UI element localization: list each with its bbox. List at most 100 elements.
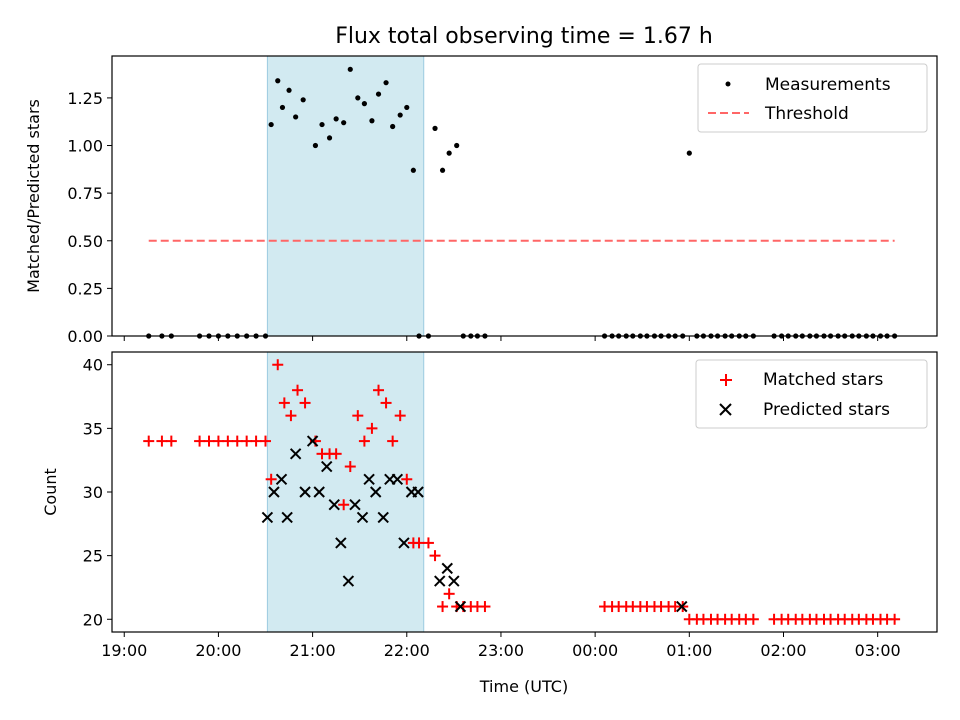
bottom-y-tick-label: 25 bbox=[83, 547, 103, 566]
bottom-y-tick-label: 35 bbox=[83, 419, 103, 438]
matched-star-point bbox=[278, 397, 290, 409]
matched-star-point bbox=[338, 499, 350, 511]
predicted-star-point bbox=[349, 499, 361, 511]
matched-star-point bbox=[373, 384, 385, 396]
predicted-star-point bbox=[356, 511, 369, 524]
predicted-star-point bbox=[363, 473, 375, 485]
predicted-star-point bbox=[391, 473, 404, 485]
predicted-star-point bbox=[441, 562, 453, 575]
matched-star-point bbox=[292, 384, 304, 396]
predicted-star-point bbox=[313, 486, 325, 498]
measurement-point bbox=[275, 78, 281, 84]
top-y-tick-label: 0.75 bbox=[67, 184, 103, 203]
x-tick-label: 19:00 bbox=[101, 641, 147, 660]
measurement-point bbox=[355, 95, 361, 101]
matched-star-point bbox=[222, 435, 234, 447]
predicted-star-point bbox=[321, 460, 333, 473]
x-axis-label: Time (UTC) bbox=[479, 677, 568, 696]
predicted-star-point bbox=[342, 575, 355, 587]
matched-star-point bbox=[352, 410, 364, 422]
matched-star-point bbox=[241, 435, 253, 447]
matched-star-point bbox=[143, 435, 155, 447]
bottom-legend: Matched stars Predicted stars bbox=[695, 359, 928, 429]
measurement-point bbox=[347, 66, 353, 72]
bottom-y-tick-label: 40 bbox=[83, 356, 103, 375]
measurement-point bbox=[686, 150, 692, 156]
matched-star-point bbox=[380, 397, 392, 409]
matched-star-point bbox=[250, 435, 262, 447]
x-tick-label: 20:00 bbox=[195, 641, 241, 660]
matched-star-point bbox=[272, 359, 284, 371]
predicted-star-point bbox=[676, 600, 688, 613]
bottom-ticks: 19:00 20:00 21:00 22:00 23:00 00:00 01:00 02:00… bbox=[83, 356, 901, 660]
x-tick-label: 02:00 bbox=[760, 641, 806, 660]
legend-threshold-label: Threshold bbox=[764, 104, 849, 124]
predicted-star-point bbox=[369, 486, 382, 498]
predicted-star-point bbox=[281, 511, 293, 524]
matched-star-point bbox=[429, 550, 441, 562]
matched-star-point bbox=[203, 435, 215, 447]
matched-star-point bbox=[401, 473, 413, 485]
matched-star-point bbox=[437, 601, 449, 613]
bottom-shaded-region bbox=[266, 351, 425, 633]
matched-star-point bbox=[747, 613, 759, 625]
predicted-star-point bbox=[377, 511, 389, 524]
top-y-tick-label: 1.25 bbox=[67, 89, 103, 108]
measurement-point bbox=[293, 114, 299, 120]
matched-star-point bbox=[387, 435, 399, 447]
predicted-star-point bbox=[299, 486, 311, 498]
predicted-star-point bbox=[335, 537, 347, 549]
legend-matched-label: Matched stars bbox=[763, 370, 883, 390]
measurement-point bbox=[397, 112, 403, 118]
measurement-point bbox=[312, 142, 319, 149]
matched-star-point bbox=[165, 435, 177, 447]
matched-star-point bbox=[366, 422, 378, 434]
top-y-tick-label: 1.00 bbox=[67, 137, 103, 156]
bottom-y-tick-label: 20 bbox=[83, 610, 103, 629]
x-tick-label: 23:00 bbox=[478, 641, 524, 660]
measurement-point bbox=[341, 120, 347, 126]
matched-star-point bbox=[231, 435, 243, 447]
x-tick-label: 00:00 bbox=[572, 641, 618, 660]
measurement-point bbox=[300, 97, 306, 103]
top-ylabel: Matched/Predicted stars bbox=[24, 99, 43, 293]
measurement-point bbox=[439, 167, 446, 173]
bottom-marks bbox=[143, 359, 901, 625]
top-y-tick-label: 0.25 bbox=[67, 279, 103, 298]
measurement-point bbox=[404, 104, 410, 111]
measurement-point bbox=[361, 101, 367, 107]
chart-title: Flux total observing time = 1.67 h bbox=[335, 24, 713, 49]
matched-star-point bbox=[344, 461, 356, 473]
measurement-point bbox=[432, 125, 438, 131]
top-ticks: 0.00 0.25 0.50 0.75 1.00 1.25 bbox=[67, 89, 879, 346]
legend-predicted-marker bbox=[719, 403, 732, 416]
x-tick-label: 01:00 bbox=[666, 641, 712, 660]
measurement-point bbox=[319, 121, 325, 128]
matched-star-point bbox=[394, 410, 406, 422]
predicted-star-point bbox=[412, 486, 424, 498]
predicted-star-point bbox=[454, 600, 467, 613]
measurement-point bbox=[454, 142, 460, 149]
top-panel: 0.00 0.25 0.50 0.75 1.00 1.25 Matched/Predict… bbox=[24, 55, 938, 346]
predicted-star-point bbox=[275, 473, 288, 485]
bottom-legend-frame bbox=[695, 359, 928, 429]
top-legend: Measurements Threshold bbox=[697, 63, 928, 133]
x-tick-label: 21:00 bbox=[290, 641, 336, 660]
matched-star-point bbox=[889, 613, 901, 625]
predicted-star-point bbox=[268, 486, 280, 498]
legend-measurements-label: Measurements bbox=[765, 75, 891, 95]
legend-matched-marker bbox=[720, 374, 732, 386]
measurement-point bbox=[446, 150, 452, 156]
matched-star-point bbox=[299, 397, 311, 409]
bottom-y-tick-label: 30 bbox=[83, 483, 103, 502]
predicted-star-point bbox=[306, 435, 319, 447]
bottom-panel: 19:00 20:00 21:00 22:00 23:00 00:00 01:00 02:00… bbox=[41, 351, 938, 696]
matched-star-point bbox=[358, 435, 370, 447]
matched-star-point bbox=[265, 473, 277, 485]
top-y-tick-label: 0.50 bbox=[67, 232, 103, 251]
matched-star-point bbox=[413, 537, 425, 549]
matched-star-point bbox=[260, 435, 272, 447]
matched-star-point bbox=[212, 435, 224, 447]
legend-measurements-marker bbox=[725, 81, 731, 87]
